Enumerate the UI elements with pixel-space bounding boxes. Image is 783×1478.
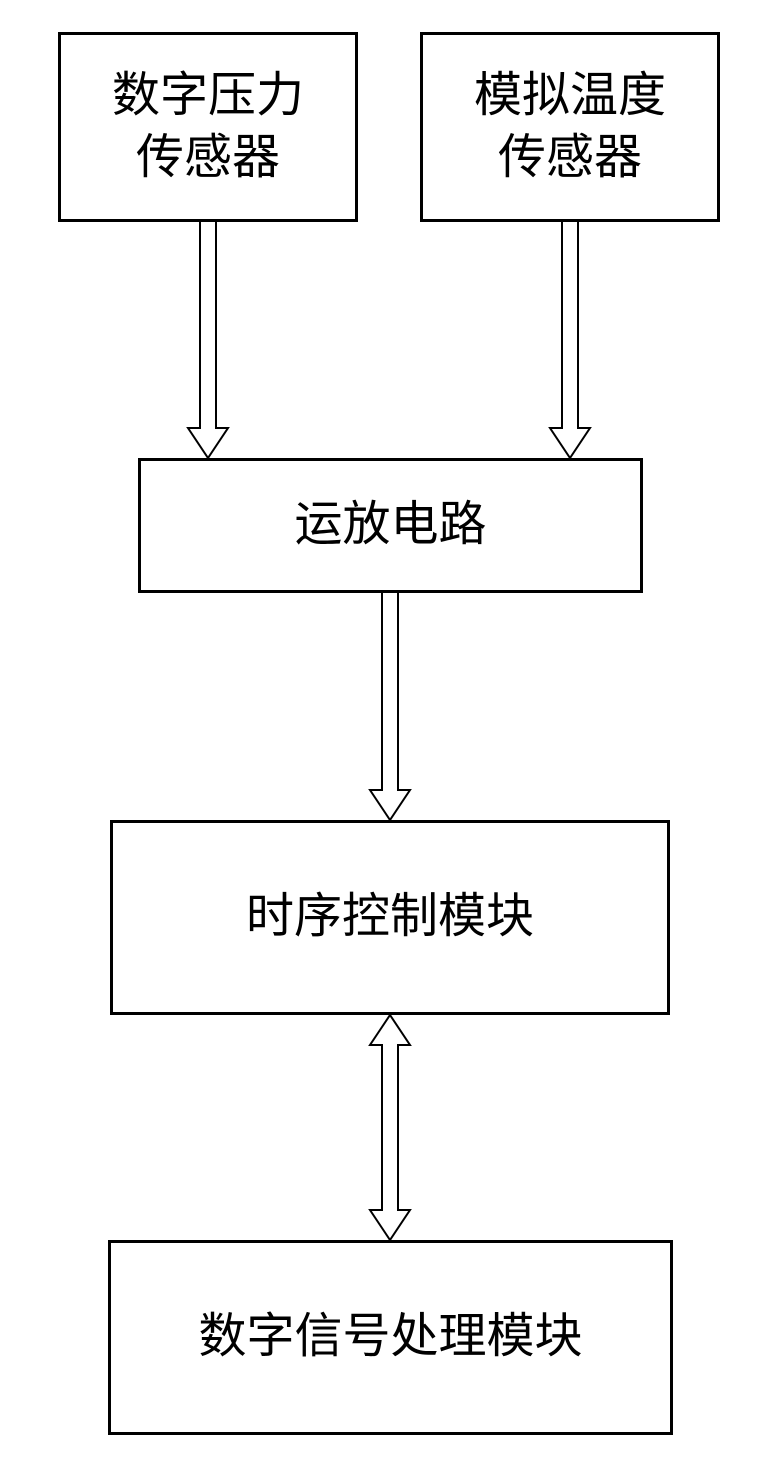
node-label: 时序控制模块	[246, 886, 534, 948]
node-label: 运放电路	[294, 494, 486, 556]
node-opamp-circuit: 运放电路	[138, 458, 643, 593]
arrow-down-icon	[368, 593, 412, 820]
node-label: 数字信号处理模块	[198, 1306, 582, 1368]
node-analog-temperature-sensor: 模拟温度传感器	[420, 32, 720, 222]
arrow-double-icon	[368, 1015, 412, 1240]
arrow-down-icon	[186, 222, 230, 458]
node-label: 模拟温度传感器	[474, 65, 666, 190]
node-digital-pressure-sensor: 数字压力传感器	[58, 32, 358, 222]
node-timing-control: 时序控制模块	[110, 820, 670, 1015]
arrow-down-icon	[548, 222, 592, 458]
node-label: 数字压力传感器	[112, 65, 304, 190]
node-dsp-module: 数字信号处理模块	[108, 1240, 673, 1435]
